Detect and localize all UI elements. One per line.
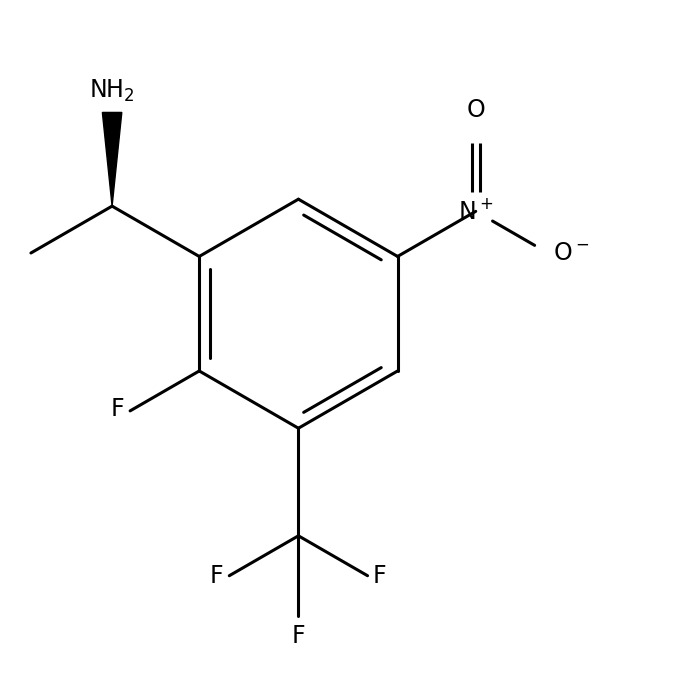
Polygon shape xyxy=(103,112,122,206)
Text: O$^-$: O$^-$ xyxy=(553,241,589,265)
Text: F: F xyxy=(111,397,124,422)
Text: N$^+$: N$^+$ xyxy=(458,199,493,224)
Text: F: F xyxy=(373,564,387,587)
Text: NH$_2$: NH$_2$ xyxy=(90,78,135,104)
Text: F: F xyxy=(291,624,305,648)
Text: O: O xyxy=(466,99,485,122)
Text: F: F xyxy=(210,564,223,587)
